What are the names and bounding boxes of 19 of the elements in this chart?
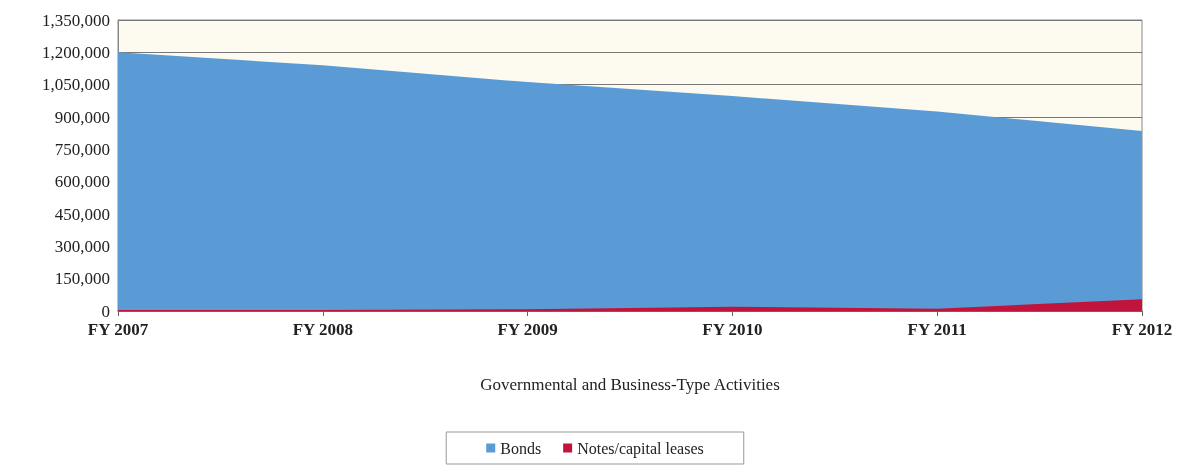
y-tick-label: 1,200,000 <box>42 42 110 62</box>
x-tick-label: FY 2009 <box>497 320 558 339</box>
y-tick-label: 1,050,000 <box>42 75 110 95</box>
legend-label: Bonds <box>500 439 542 457</box>
x-tick-label: FY 2010 <box>702 320 763 339</box>
x-tick-label: FY 2007 <box>87 320 149 339</box>
y-tick-label: 450,000 <box>54 204 110 224</box>
y-tick-label: 900,000 <box>54 107 110 127</box>
y-tick-label: 1,350,000 <box>42 10 110 30</box>
y-tick-label: 0 <box>101 301 110 321</box>
x-axis-title: Governmental and Business-Type Activities <box>480 375 780 394</box>
x-tick-label: FY 2012 <box>1111 320 1173 339</box>
legend-label: Notes/capital leases <box>577 439 704 458</box>
y-tick-label: 300,000 <box>54 236 110 256</box>
x-tick-label: FY 2011 <box>907 320 967 339</box>
x-tick-label: FY 2008 <box>292 320 353 339</box>
y-tick-label: 750,000 <box>54 139 110 159</box>
y-tick-label: 150,000 <box>54 269 110 289</box>
y-tick-label: 600,000 <box>54 172 110 192</box>
